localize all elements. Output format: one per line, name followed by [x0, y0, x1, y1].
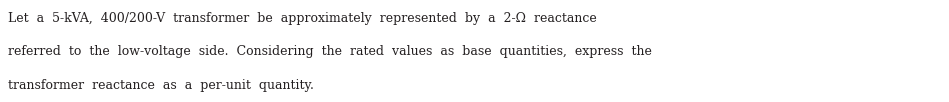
Text: Let  a  5-kVA,  400/200-V  transformer  be  approximately  represented  by  a  2: Let a 5-kVA, 400/200-V transformer be ap… [8, 12, 596, 25]
Text: referred  to  the  low-voltage  side.  Considering  the  rated  values  as  base: referred to the low-voltage side. Consid… [8, 44, 651, 58]
Text: transformer  reactance  as  a  per-unit  quantity.: transformer reactance as a per-unit quan… [8, 79, 313, 92]
